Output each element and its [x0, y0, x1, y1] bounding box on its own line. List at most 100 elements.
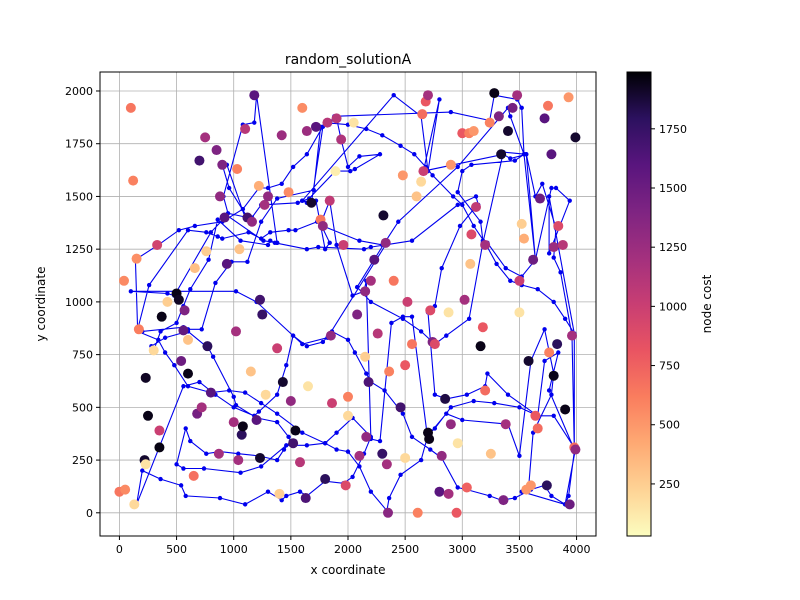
route-vertex [364, 126, 369, 132]
colorbar-tick-label: 1000 [659, 300, 687, 313]
node-point [468, 126, 479, 137]
node-point [485, 448, 496, 459]
route-vertex [284, 443, 289, 448]
node-point [388, 275, 399, 286]
node-point [120, 484, 131, 495]
route-vertex [357, 154, 362, 159]
node-point [498, 495, 509, 506]
route-vertex [192, 223, 198, 229]
node-point [215, 191, 225, 202]
route-vertex [549, 185, 554, 191]
route-vertex [517, 405, 522, 410]
route-vertex [400, 316, 406, 321]
route-vertex [391, 93, 396, 98]
node-point [274, 488, 285, 499]
node-point [336, 134, 347, 145]
route-vertex [256, 409, 262, 414]
node-point [131, 253, 142, 264]
route-vertex [512, 495, 518, 501]
route-vertex [274, 411, 280, 416]
colorbar-tick-label: 250 [659, 478, 680, 491]
node-point [330, 166, 341, 177]
node-point [125, 102, 136, 113]
route-vertex [206, 257, 211, 262]
route-vertex [322, 246, 328, 252]
node-point [423, 90, 433, 101]
node-point [148, 345, 159, 356]
route-vertex [439, 265, 444, 271]
node-point [378, 210, 389, 221]
route-vertex [345, 164, 351, 170]
route-vertex [274, 457, 280, 463]
node-point [400, 452, 411, 463]
chart-title: random_solutionA [285, 52, 412, 68]
x-tick-label: 3500 [505, 543, 533, 556]
route-vertex [304, 443, 310, 448]
node-point [383, 507, 393, 518]
node-point [201, 246, 212, 257]
node-point [219, 212, 230, 223]
node-point [272, 343, 283, 354]
route-vertex [551, 255, 556, 260]
route-vertex [304, 152, 310, 157]
route-vertex [418, 457, 424, 463]
node-point [365, 275, 376, 286]
route-vertex [185, 227, 191, 233]
node-point [205, 387, 216, 398]
route-vertex [361, 246, 367, 252]
route-vertex [233, 289, 239, 294]
node-point [322, 117, 333, 128]
y-tick-label: 1750 [65, 138, 93, 151]
route-vertex [503, 265, 508, 271]
route-vertex [357, 464, 362, 469]
route-vertex [466, 316, 472, 321]
route-vertex [494, 261, 499, 267]
y-axis: 0 250 500 750 1000 1250 1500 1750 2000 [65, 85, 100, 520]
route-vertex [242, 390, 248, 395]
route-vertex [350, 293, 355, 298]
route-vertex [158, 329, 163, 334]
node-point [162, 296, 173, 307]
node-point [154, 442, 165, 453]
route-vertex [201, 466, 207, 471]
route-vertex [238, 238, 243, 243]
colorbar-tick-label: 500 [659, 419, 680, 432]
node-point [440, 393, 451, 404]
y-tick-label: 250 [72, 454, 93, 467]
y-axis-label: y coordinate [34, 267, 48, 342]
node-point [418, 166, 429, 177]
route-vertex [352, 166, 358, 172]
node-point [152, 239, 163, 250]
route-vertex [231, 405, 236, 410]
node-point [297, 102, 308, 113]
route-vertex [327, 240, 332, 246]
point-layer [114, 88, 581, 518]
node-point [257, 309, 268, 320]
route-vertex [231, 394, 236, 399]
route-vertex [176, 227, 182, 233]
route-vertex [345, 337, 351, 343]
route-vertex [181, 466, 186, 471]
node-point [317, 220, 328, 231]
route-vertex [549, 392, 554, 397]
route-vertex [469, 162, 474, 167]
route-vertex [162, 335, 168, 340]
node-point [360, 286, 371, 297]
node-point [553, 220, 564, 231]
route-vertex [245, 259, 250, 265]
node-point [211, 145, 222, 156]
route-vertex [505, 392, 511, 397]
node-point [276, 130, 287, 141]
route-vertex [300, 198, 305, 203]
route-vertex [354, 284, 360, 290]
route-vertex [377, 438, 383, 444]
node-point [237, 421, 248, 432]
route-vertex [450, 194, 456, 199]
route-vertex [316, 244, 321, 250]
route-vertex [213, 280, 218, 286]
node-point [503, 126, 513, 137]
route-vertex [204, 451, 209, 456]
node-point [188, 470, 199, 481]
y-tick-label: 1000 [65, 296, 93, 309]
node-point [228, 417, 239, 428]
